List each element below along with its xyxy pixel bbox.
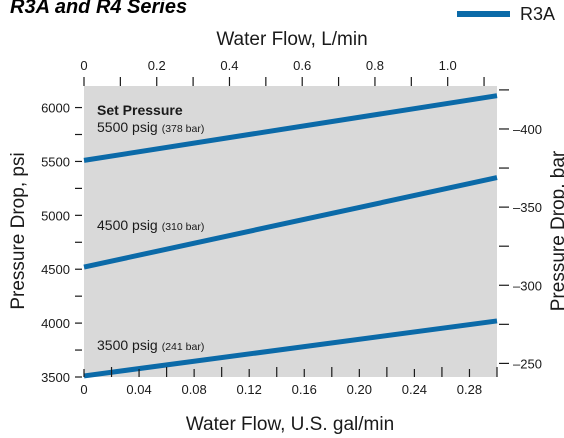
label-5500-bar: (378 bar) (162, 123, 205, 135)
label-3500-psi: 3500 psig (97, 337, 158, 353)
series-line-2 (83, 175, 498, 270)
y2-tick-label: –400 (513, 122, 542, 137)
x-tick-label: 0.12 (237, 382, 262, 397)
y-tick-label: 5000 (41, 208, 70, 223)
x-tick-label: 0 (80, 382, 87, 397)
y-tick-label: 6000 (41, 101, 70, 116)
x-axis-title: Water Flow, U.S. gal/min (186, 414, 394, 435)
x2-axis-title: Water Flow, L/min (216, 29, 367, 50)
label-3500-bar: (241 bar) (162, 341, 205, 353)
legend-label: R3A (520, 4, 555, 24)
series-line-1 (83, 93, 498, 163)
x2-tick-label: 0 (80, 58, 87, 73)
y2-tick-label: –300 (513, 278, 542, 293)
label-4500-bar: (310 bar) (162, 221, 205, 233)
label-4500: 4500 psig (310 bar) (97, 217, 204, 233)
label-5500: 5500 psig (378 bar) (97, 119, 204, 135)
legend: R3A (457, 4, 555, 24)
annotations: Set Pressure 5500 psig (378 bar) 4500 psi… (97, 102, 204, 353)
x2-tick-label: 0.2 (148, 58, 166, 73)
label-3500: 3500 psig (241 bar) (97, 337, 204, 353)
y2-tick-label: –250 (513, 356, 542, 371)
label-5500-psi: 5500 psig (97, 119, 158, 135)
y2-tick-label: –350 (513, 200, 542, 215)
y2-axis-title: Pressure Drop, bar (548, 150, 564, 311)
x-tick-label: 0.04 (126, 382, 151, 397)
x2-tick-label: 0.8 (366, 58, 384, 73)
x2-tick-label: 0.6 (293, 58, 311, 73)
x2-tick-label: 0.4 (220, 58, 238, 73)
x-tick-label: 0.20 (347, 382, 372, 397)
y-tick-label: 4500 (41, 262, 70, 277)
x-tick-label: 0.16 (292, 382, 317, 397)
y-tick-label: 3500 (41, 370, 70, 385)
set-pressure-heading: Set Pressure (97, 102, 183, 118)
label-4500-psi: 4500 psig (97, 217, 158, 233)
x-tick-label: 0.24 (402, 382, 427, 397)
x-tick-label: 0.28 (457, 382, 482, 397)
y-axis-title: Pressure Drop, psi (8, 152, 29, 309)
y-tick-label: 4000 (41, 316, 70, 331)
x-tick-label: 0.08 (181, 382, 206, 397)
chart-title: R3A and R4 Series (10, 0, 187, 18)
x2-tick-label: 1.0 (439, 58, 457, 73)
y-tick-label: 5500 (41, 154, 70, 169)
series-line-3 (83, 318, 498, 379)
